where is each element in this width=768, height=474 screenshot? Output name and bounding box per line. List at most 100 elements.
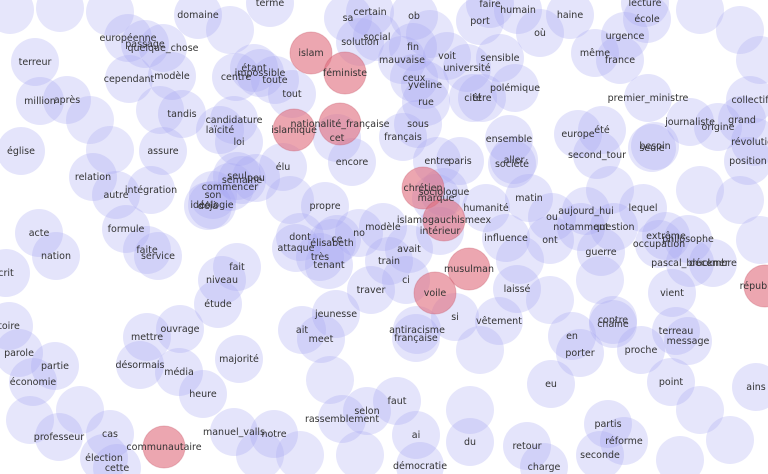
- word-label-solution: solution: [341, 37, 379, 48]
- word-bubble-fin: [389, 23, 437, 71]
- word-bubble-vient: [648, 269, 696, 317]
- word-bubble-ait: [278, 306, 326, 354]
- word-bubble-passage: [121, 20, 169, 68]
- word-label-la-cit: laïcité: [206, 125, 235, 136]
- background-bubble: [586, 166, 634, 214]
- word-label-du: du: [464, 437, 476, 448]
- word-label-ce: ce: [331, 234, 342, 245]
- word-bubble-ai: [392, 411, 440, 459]
- word-bubble-ceux: [390, 54, 438, 102]
- word-bubble-v-tement: [475, 297, 523, 345]
- word-bubble-semaine: [218, 156, 266, 204]
- word-label-candidature: candidature: [206, 115, 263, 126]
- word-label-partie: partie: [41, 361, 69, 372]
- word-bubble-tre: [458, 74, 506, 122]
- highlight-bubble-f-ministe: [323, 51, 367, 95]
- word-label-lisabeth: élisabeth: [310, 238, 354, 249]
- word-bubble-seul: [213, 152, 261, 200]
- word-label-sa: sa: [343, 13, 354, 24]
- background-bubble: [276, 431, 324, 474]
- word-bubble-journaliste: [666, 98, 714, 146]
- word-label-seconde: seconde: [580, 450, 620, 461]
- word-label-message: message: [667, 336, 710, 347]
- word-bubble-traver: [347, 266, 395, 314]
- word-bubble-d-cembre: [689, 239, 737, 287]
- word-bubble-rue: [402, 78, 450, 126]
- word-label-impossible: impossible: [235, 68, 286, 79]
- word-label-marque: marque: [418, 193, 455, 204]
- word-bubble-la-cit: [196, 106, 244, 154]
- word-bubble-rassemblement: [318, 395, 366, 443]
- word-bubble-origine: [694, 103, 742, 151]
- word-bubble-cole: [623, 0, 671, 43]
- word-bubble-humanit: [462, 184, 510, 232]
- word-label-cit: cité: [464, 93, 482, 104]
- word-bubble-impossible: [236, 49, 284, 97]
- word-label-extr-me: extrême: [646, 231, 686, 242]
- word-bubble-ains: [732, 363, 768, 411]
- word-label-laiss: laissé: [504, 284, 531, 295]
- word-bubble-pascal-bruckner: [666, 239, 714, 287]
- word-label-aujourd-hui: aujourd_hui: [558, 206, 614, 217]
- word-label-mod-le: modèle: [154, 71, 190, 82]
- background-bubble: [0, 0, 34, 34]
- word-label-terme: terme: [256, 0, 285, 9]
- word-label-lequel: lequel: [628, 203, 657, 214]
- word-bubble-ensemble: [485, 115, 533, 163]
- word-bubble-centre: [212, 53, 260, 101]
- background-bubble: [676, 386, 724, 434]
- word-bubble-train: [365, 237, 413, 285]
- word-label-faut: faut: [388, 396, 407, 407]
- word-bubble-tandis: [158, 90, 206, 138]
- word-bubble-grand: [718, 96, 766, 144]
- background-bubble: [136, 86, 184, 134]
- word-bubble-mod-le: [148, 52, 196, 100]
- word-bubble-guerre: [577, 228, 625, 276]
- word-label-avait: avait: [397, 244, 421, 255]
- word-bubble-cha-ne: [589, 300, 637, 348]
- word-label-int-rieur: intérieur: [420, 226, 461, 237]
- word-label-mod-le: modèle: [365, 222, 401, 233]
- word-bubble-ont: [526, 216, 574, 264]
- word-bubble-domaine: [174, 0, 222, 39]
- highlight-layer: [142, 31, 768, 469]
- word-label-meet: meet: [309, 334, 334, 345]
- word-label-proche: proche: [625, 345, 658, 356]
- word-bubble-toute: [251, 56, 299, 104]
- word-bubble-apr-s: [43, 76, 91, 124]
- word-bubble-position: [724, 137, 768, 185]
- word-label-partis: partis: [594, 419, 621, 430]
- word-bubble-t: [578, 106, 626, 154]
- word-label-occupation: occupation: [633, 239, 685, 250]
- word-label-lu: élu: [276, 162, 291, 173]
- word-bubble-majorit: [215, 335, 263, 383]
- word-label-urgence: urgence: [606, 31, 645, 42]
- word-label-rue: rue: [418, 97, 434, 108]
- word-label-islamogauchismeex: islamogauchismeex: [397, 215, 492, 226]
- word-label-ont: ont: [542, 235, 558, 246]
- word-label-terreur: terreur: [19, 57, 52, 68]
- word-label-port: port: [470, 16, 490, 27]
- background-bubble: [266, 176, 314, 224]
- background-bubble: [656, 436, 704, 474]
- word-bubble-terme: [246, 0, 294, 27]
- word-bubble-seconde: [576, 431, 624, 474]
- word-bubble-glise: [0, 127, 45, 175]
- word-bubble-certain: [346, 0, 394, 36]
- word-label-conomie: économie: [10, 377, 57, 388]
- word-bubble-cependant: [105, 55, 153, 103]
- highlight-bubble-islamique: [272, 108, 316, 152]
- background-bubble: [576, 256, 624, 304]
- word-label-porter: porter: [565, 348, 594, 359]
- word-bubble-selon: [343, 387, 391, 435]
- background-bubble: [736, 36, 768, 84]
- word-label-tandis: tandis: [167, 109, 196, 120]
- word-label-contre: contre: [598, 315, 628, 326]
- word-bubble-attaque: [272, 224, 320, 272]
- word-label-lecture: lecture: [629, 0, 662, 9]
- word-label-cet: cet: [330, 133, 345, 144]
- word-label-mauvaise: mauvaise: [379, 55, 425, 66]
- word-label-tre: être: [472, 93, 491, 104]
- word-label-quelque-chose: quelque_chose: [127, 43, 198, 54]
